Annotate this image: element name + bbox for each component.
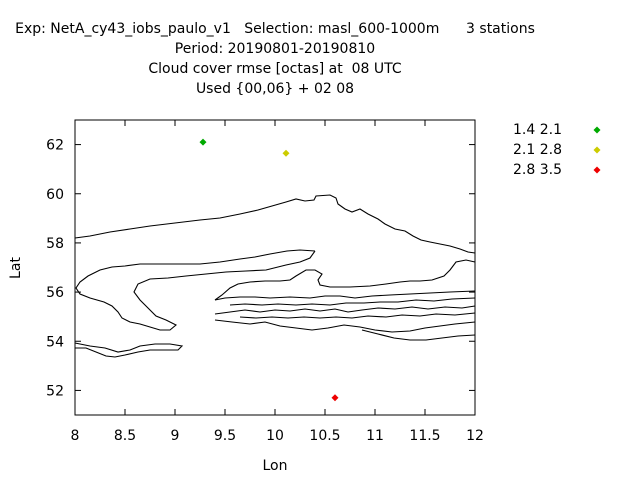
x-tick-label-5: 10.5	[309, 428, 340, 444]
x-tick-label-2: 9	[171, 428, 180, 444]
x-tick-label-3: 9.5	[214, 428, 236, 444]
coastline-islands-3	[214, 319, 476, 333]
coastline-norway	[74, 194, 476, 254]
x-tick-label-4: 10	[266, 428, 284, 444]
points-layer	[199, 138, 339, 402]
coastline-sweden	[214, 259, 476, 301]
legend-label-0: 1.4 2.1	[513, 122, 562, 138]
title-line-1: Exp: NetA_cy43_iobs_paulo_v1 Selection: …	[15, 21, 535, 37]
x-tick-label-1: 8.5	[114, 428, 136, 444]
station-point-0-0	[199, 138, 207, 146]
coastline-islands-5	[239, 312, 476, 319]
y-tick-label-5: 62	[46, 138, 64, 154]
y-tick-label-1: 54	[46, 334, 64, 350]
title-line-3: Cloud cover rmse [octas] at 08 UTC	[148, 61, 402, 77]
station-point-2-0	[331, 394, 339, 402]
legend-label-1: 2.1 2.8	[513, 142, 562, 158]
coastline-islands-4	[229, 297, 476, 306]
coastline-germany	[74, 342, 184, 358]
coastline-jutland	[75, 249, 316, 331]
x-tick-label-6: 11	[366, 428, 384, 444]
legend-marker-0	[593, 126, 601, 134]
x-tick-label-8: 12	[466, 428, 484, 444]
x-tick-label-0: 8	[71, 428, 80, 444]
x-axis-label: Lon	[263, 458, 288, 474]
tick-layer: 8 8.5 9 9.5 10 10.5 11 11.5 12 52 54 56 58 60 62	[46, 120, 484, 444]
legend: 1.4 2.1 2.1 2.8 2.8 3.5	[513, 122, 601, 178]
legend-marker-1	[593, 146, 601, 154]
x-tick-label-7: 11.5	[409, 428, 440, 444]
title-line-2: Period: 20190801-20190810	[174, 41, 376, 57]
legend-label-2: 2.8 3.5	[513, 162, 562, 178]
y-tick-label-0: 52	[46, 383, 64, 399]
coastline-layer	[74, 194, 476, 358]
y-tick-label-4: 60	[46, 187, 64, 203]
title-line-4: Used {00,06} + 02 08	[195, 81, 355, 97]
y-axis-label: Lat	[8, 257, 24, 279]
station-point-1-0	[282, 149, 290, 157]
y-tick-label-2: 56	[46, 285, 64, 301]
coastline-islands	[214, 290, 476, 301]
legend-marker-2	[593, 166, 601, 174]
coastline-islands-2	[214, 305, 476, 315]
coastline-baltic	[361, 329, 476, 341]
y-tick-label-3: 58	[46, 236, 64, 252]
